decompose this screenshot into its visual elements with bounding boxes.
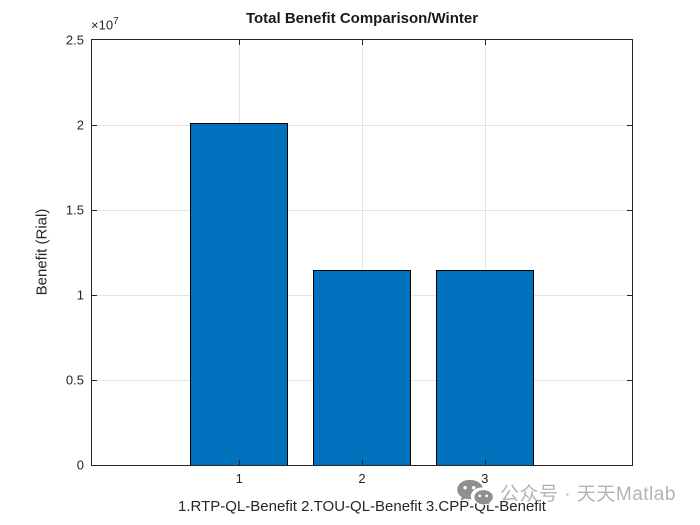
y-tick-mark — [92, 295, 97, 296]
y-tick-mark-right — [627, 295, 632, 296]
x-tick-label: 1 — [235, 471, 243, 486]
bar-1 — [190, 123, 289, 465]
x-axis-label: 1.RTP-QL-Benefit 2.TOU-QL-Benefit 3.CPP-… — [178, 498, 546, 515]
x-tick-mark-top — [239, 40, 241, 45]
x-tick-label: 2 — [358, 471, 366, 486]
bar-2 — [312, 269, 412, 465]
exponent-base: ×10 — [91, 17, 114, 33]
x-tick-mark — [239, 460, 241, 465]
y-tick-mark — [92, 210, 97, 211]
y-tick-label: 0 — [76, 457, 84, 473]
y-tick-label: 2 — [76, 117, 84, 133]
y-axis-exponent-label: ×107 — [91, 16, 119, 32]
x-tick-mark — [362, 460, 363, 465]
y-tick-mark-right — [627, 210, 632, 211]
v-gridline — [484, 40, 486, 465]
y-tick-label: 1.5 — [65, 202, 84, 218]
y-tick-label: 1 — [76, 287, 84, 303]
exponent-power: 7 — [113, 16, 119, 27]
x-tick-mark-top — [484, 40, 486, 45]
x-tick-mark — [484, 460, 486, 465]
y-tick-label: 2.5 — [65, 32, 84, 48]
plot-area: 0 0.5 1 1.5 2 2.5 1 2 3 — [66, 33, 633, 486]
bar-3 — [435, 269, 534, 465]
y-tick-mark-right — [627, 380, 632, 381]
watermark-text: 公众号 · 天天Matlab — [500, 483, 676, 505]
y-tick-mark-right — [627, 125, 632, 126]
x-tick-mark-top — [362, 40, 363, 45]
chart-title: Total Benefit Comparison/Winter — [245, 10, 479, 27]
wechat-icon — [457, 479, 494, 505]
y-tick-mark — [92, 125, 97, 126]
x-tick-label: 3 — [481, 471, 489, 486]
y-tick-label: 0.5 — [65, 372, 84, 388]
watermark: 公众号 · 天天Matlab — [456, 479, 676, 505]
y-tick-mark — [92, 380, 97, 381]
v-gridline — [362, 40, 363, 465]
y-axis-label: Benefit (Rial) — [33, 208, 51, 296]
